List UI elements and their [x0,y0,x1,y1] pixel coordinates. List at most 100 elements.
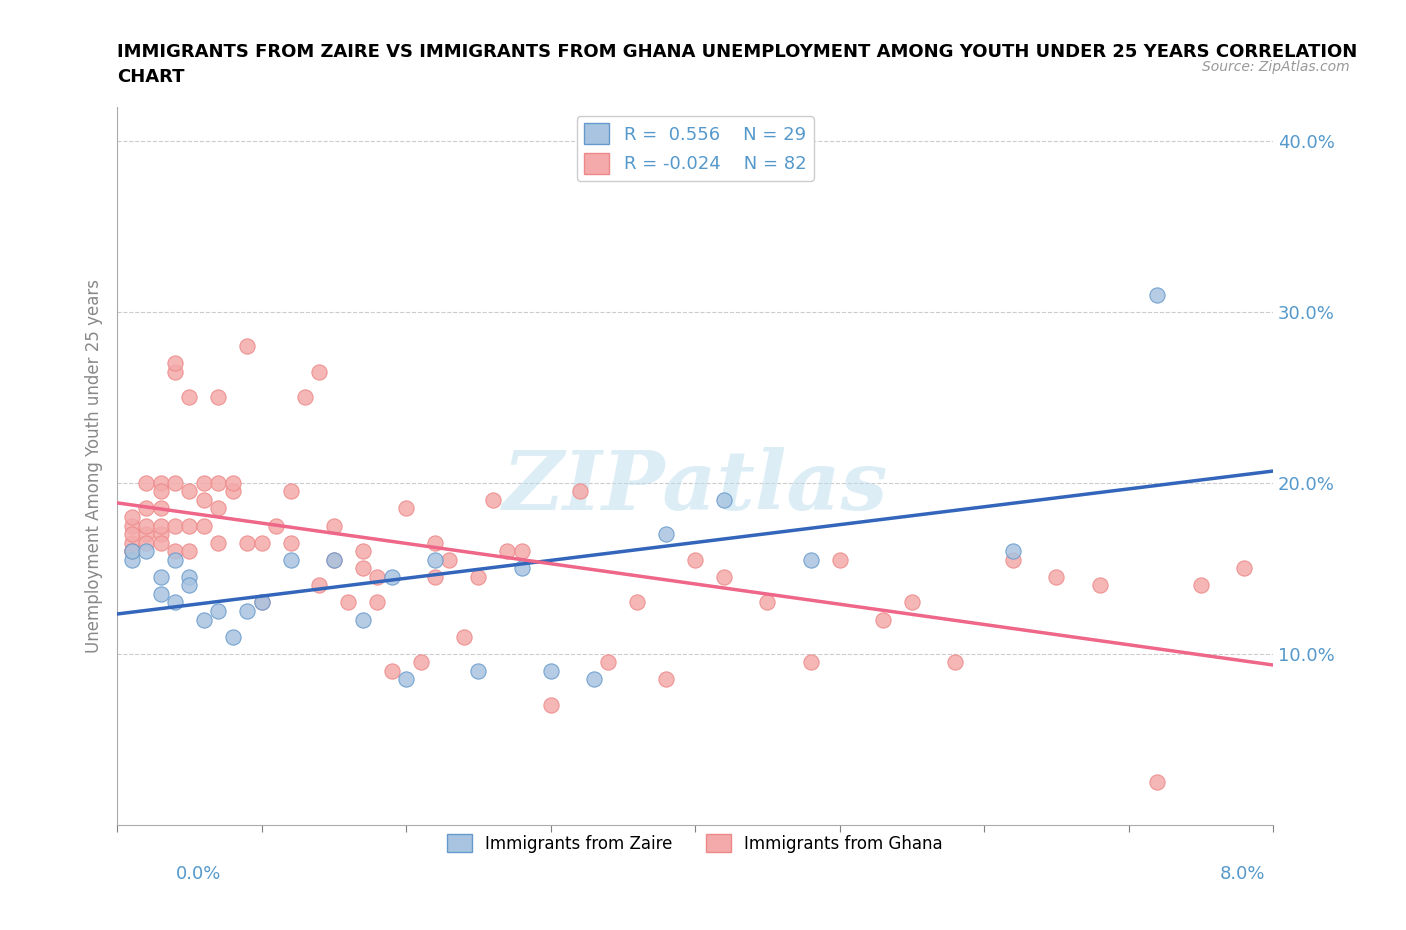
Point [280,484,302,498]
Point [713,569,735,584]
Point [381,663,404,678]
Point [236,604,259,618]
Point [366,595,388,610]
Point [163,365,186,379]
Point [322,552,344,567]
Point [163,475,186,490]
Point [149,518,172,533]
Point [207,501,229,516]
Point [598,655,620,670]
Point [207,604,229,618]
Point [626,595,648,610]
Point [135,526,157,541]
Point [264,518,287,533]
Point [121,544,143,559]
Point [236,535,259,550]
Point [467,569,489,584]
Point [222,630,245,644]
Point [409,655,432,670]
Text: ZIPatlas: ZIPatlas [502,447,887,527]
Point [135,518,157,533]
Point [308,365,330,379]
Point [149,535,172,550]
Point [163,356,186,371]
Point [510,544,533,559]
Point [121,518,143,533]
Point [121,526,143,541]
Point [352,544,374,559]
Point [250,595,273,610]
Point [1233,561,1256,576]
Point [352,561,374,576]
Point [482,493,505,508]
Point [655,671,678,686]
Point [193,475,215,490]
Point [135,535,157,550]
Point [1045,569,1067,584]
Point [135,544,157,559]
Point [568,484,591,498]
Point [366,569,388,584]
Point [352,612,374,627]
Point [236,339,259,353]
Point [149,526,172,541]
Point [193,612,215,627]
Point [179,390,201,405]
Point [713,493,735,508]
Point [381,569,404,584]
Legend: Immigrants from Zaire, Immigrants from Ghana: Immigrants from Zaire, Immigrants from G… [440,828,950,859]
Point [179,578,201,592]
Point [423,552,446,567]
Point [121,552,143,567]
Point [582,671,605,686]
Y-axis label: Unemployment Among Youth under 25 years: Unemployment Among Youth under 25 years [86,279,103,653]
Point [149,587,172,602]
Point [135,501,157,516]
Point [395,501,418,516]
Point [655,526,678,541]
Point [683,552,706,567]
Point [121,544,143,559]
Point [1001,552,1024,567]
Point [207,475,229,490]
Point [179,484,201,498]
Point [1189,578,1212,592]
Point [280,552,302,567]
Point [149,501,172,516]
Point [308,578,330,592]
Point [322,552,344,567]
Point [163,518,186,533]
Point [179,569,201,584]
Point [453,630,475,644]
Point [1001,544,1024,559]
Point [439,552,461,567]
Point [1146,775,1168,790]
Point [149,484,172,498]
Text: IMMIGRANTS FROM ZAIRE VS IMMIGRANTS FROM GHANA UNEMPLOYMENT AMONG YOUTH UNDER 25: IMMIGRANTS FROM ZAIRE VS IMMIGRANTS FROM… [117,43,1357,86]
Point [163,595,186,610]
Point [222,475,245,490]
Point [828,552,851,567]
Point [800,655,823,670]
Point [395,671,418,686]
Point [193,518,215,533]
Point [423,535,446,550]
Point [510,561,533,576]
Text: 8.0%: 8.0% [1220,865,1265,884]
Point [1088,578,1111,592]
Point [943,655,966,670]
Point [250,535,273,550]
Point [193,493,215,508]
Text: 0.0%: 0.0% [176,865,221,884]
Point [250,595,273,610]
Point [901,595,924,610]
Point [756,595,779,610]
Point [540,698,562,712]
Point [280,535,302,550]
Point [496,544,519,559]
Point [135,475,157,490]
Point [467,663,489,678]
Point [163,544,186,559]
Point [121,544,143,559]
Point [179,518,201,533]
